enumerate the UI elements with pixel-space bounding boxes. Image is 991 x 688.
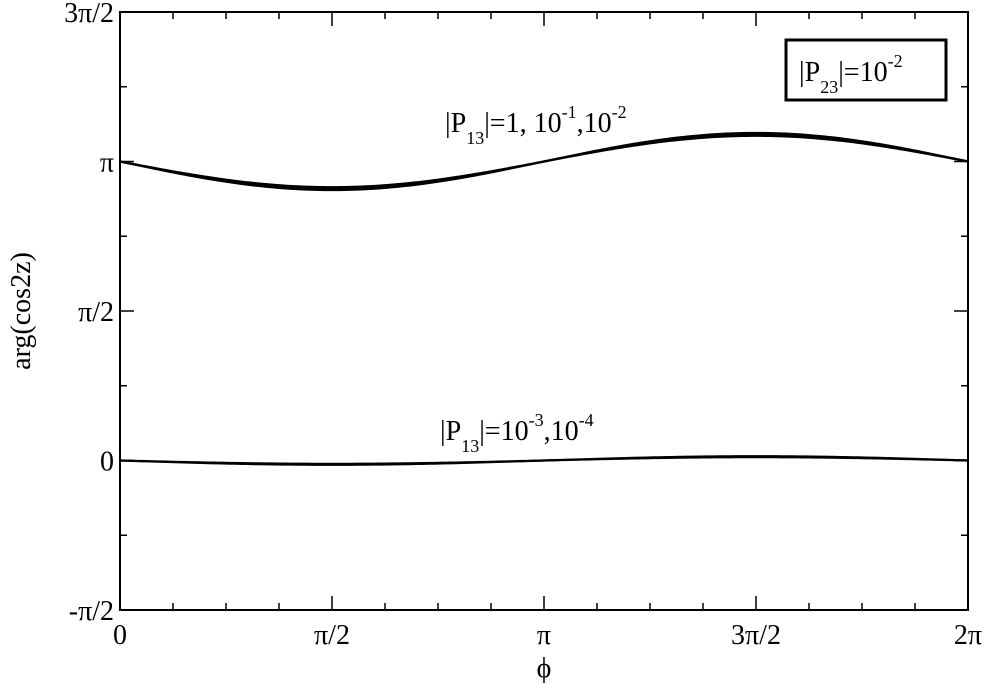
annotation-upper-text1: |=1, 10 (484, 108, 561, 139)
x-axis-label: ϕ (537, 653, 552, 684)
y-tick-label: -π/2 (69, 596, 114, 627)
x-tick-label: 3π/2 (731, 620, 781, 651)
legend-box: |P23|=10-2 (784, 38, 948, 102)
series-line-5 (119, 456, 969, 465)
legend-sup1: -2 (888, 51, 903, 71)
annotation-lower-text1: |=10 (479, 416, 528, 447)
annotation-upper-text2: ,10 (577, 108, 612, 139)
legend-text: |P23|=10-2 (799, 51, 903, 97)
y-tick-label: π (100, 147, 114, 178)
annotation-lower: |P13|=10-3,10-4 (440, 410, 594, 456)
curves (119, 131, 969, 466)
annotation-upper: |P13|=1, 10-1,10-2 (445, 102, 627, 148)
x-tick-label: 2π (954, 620, 982, 651)
annotation-lower-text2: ,10 (544, 416, 579, 447)
x-tick-label: π/2 (314, 620, 350, 651)
y-axis-label: arg(cos2z) (6, 252, 37, 370)
ticks (119, 11, 969, 611)
annotation-lower-sup2: -4 (579, 410, 594, 430)
annotation-upper-sup2: -2 (612, 102, 627, 122)
y-tick-label: 3π/2 (64, 0, 114, 29)
annotation-upper-sup1: -1 (562, 102, 577, 122)
legend-sub: 23 (820, 77, 838, 97)
legend-text1: |=10 (838, 57, 887, 88)
annotation-lower-base: |P (440, 416, 461, 447)
series-line-3 (119, 134, 969, 189)
y-tick-label: π/2 (78, 297, 114, 328)
y-tick-label: 0 (100, 447, 114, 478)
annotation-upper-sub: 13 (466, 128, 484, 148)
annotation-lower-sup1: -3 (529, 410, 544, 430)
legend-base: |P (799, 57, 820, 88)
x-tick-label: π (537, 620, 551, 651)
x-tick-label: 0 (113, 620, 127, 651)
annotation-upper-base: |P (445, 108, 466, 139)
plot-frame (119, 11, 969, 611)
annotation-lower-sub: 13 (461, 436, 479, 456)
